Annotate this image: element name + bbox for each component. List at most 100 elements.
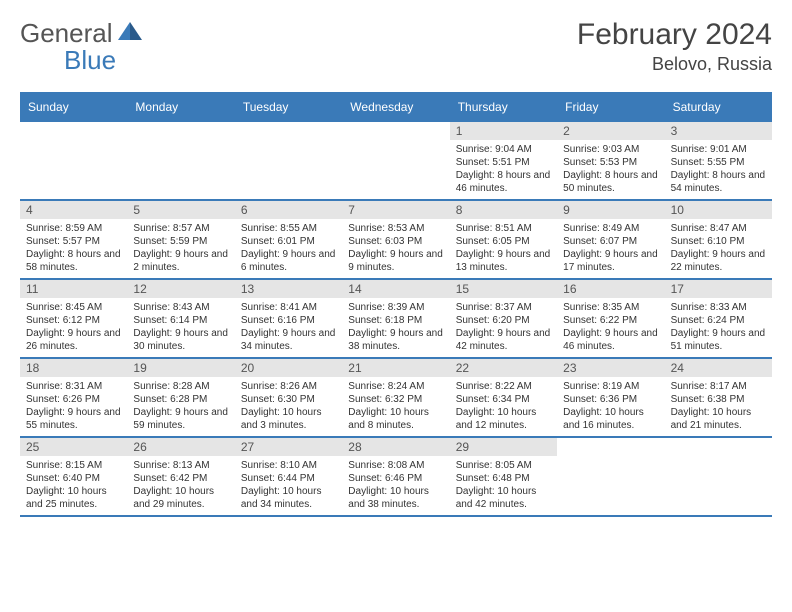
sunset-text: Sunset: 6:20 PM <box>456 314 551 327</box>
day-cell: 26Sunrise: 8:13 AMSunset: 6:42 PMDayligh… <box>127 438 234 515</box>
day-number: 26 <box>127 438 234 456</box>
weekday-row: SundayMondayTuesdayWednesdayThursdayFrid… <box>20 92 772 120</box>
day-number: 10 <box>665 201 772 219</box>
day-number: 7 <box>342 201 449 219</box>
week-row: 11Sunrise: 8:45 AMSunset: 6:12 PMDayligh… <box>20 278 772 357</box>
day-body: Sunrise: 8:19 AMSunset: 6:36 PMDaylight:… <box>557 377 664 436</box>
day-number: 29 <box>450 438 557 456</box>
daylight-text: Daylight: 9 hours and 2 minutes. <box>133 248 228 274</box>
daylight-text: Daylight: 10 hours and 8 minutes. <box>348 406 443 432</box>
daylight-text: Daylight: 8 hours and 50 minutes. <box>563 169 658 195</box>
logo-word2: Blue <box>20 45 243 76</box>
day-cell: 21Sunrise: 8:24 AMSunset: 6:32 PMDayligh… <box>342 359 449 436</box>
day-number: 21 <box>342 359 449 377</box>
weekday-friday: Friday <box>557 94 664 120</box>
daylight-text: Daylight: 10 hours and 12 minutes. <box>456 406 551 432</box>
day-body: Sunrise: 8:24 AMSunset: 6:32 PMDaylight:… <box>342 377 449 436</box>
day-cell-empty <box>20 122 127 199</box>
sunrise-text: Sunrise: 9:03 AM <box>563 143 658 156</box>
weekday-wednesday: Wednesday <box>342 94 449 120</box>
sunset-text: Sunset: 5:57 PM <box>26 235 121 248</box>
weekday-sunday: Sunday <box>20 94 127 120</box>
daylight-text: Daylight: 9 hours and 38 minutes. <box>348 327 443 353</box>
day-cell: 10Sunrise: 8:47 AMSunset: 6:10 PMDayligh… <box>665 201 772 278</box>
sunset-text: Sunset: 5:55 PM <box>671 156 766 169</box>
day-number: 9 <box>557 201 664 219</box>
sunset-text: Sunset: 6:44 PM <box>241 472 336 485</box>
day-cell: 18Sunrise: 8:31 AMSunset: 6:26 PMDayligh… <box>20 359 127 436</box>
day-cell: 3Sunrise: 9:01 AMSunset: 5:55 PMDaylight… <box>665 122 772 199</box>
daylight-text: Daylight: 9 hours and 46 minutes. <box>563 327 658 353</box>
sunrise-text: Sunrise: 8:15 AM <box>26 459 121 472</box>
sunrise-text: Sunrise: 8:51 AM <box>456 222 551 235</box>
sunrise-text: Sunrise: 8:41 AM <box>241 301 336 314</box>
daylight-text: Daylight: 10 hours and 34 minutes. <box>241 485 336 511</box>
day-number: 5 <box>127 201 234 219</box>
weekday-saturday: Saturday <box>665 94 772 120</box>
daylight-text: Daylight: 8 hours and 46 minutes. <box>456 169 551 195</box>
sunset-text: Sunset: 6:07 PM <box>563 235 658 248</box>
day-cell: 23Sunrise: 8:19 AMSunset: 6:36 PMDayligh… <box>557 359 664 436</box>
day-body: Sunrise: 8:17 AMSunset: 6:38 PMDaylight:… <box>665 377 772 436</box>
sunset-text: Sunset: 6:10 PM <box>671 235 766 248</box>
sunset-text: Sunset: 6:16 PM <box>241 314 336 327</box>
week-row: 18Sunrise: 8:31 AMSunset: 6:26 PMDayligh… <box>20 357 772 436</box>
day-cell: 24Sunrise: 8:17 AMSunset: 6:38 PMDayligh… <box>665 359 772 436</box>
day-number: 6 <box>235 201 342 219</box>
sunrise-text: Sunrise: 8:35 AM <box>563 301 658 314</box>
day-number: 16 <box>557 280 664 298</box>
daylight-text: Daylight: 9 hours and 34 minutes. <box>241 327 336 353</box>
day-number: 8 <box>450 201 557 219</box>
day-number: 24 <box>665 359 772 377</box>
day-cell: 6Sunrise: 8:55 AMSunset: 6:01 PMDaylight… <box>235 201 342 278</box>
day-body: Sunrise: 8:05 AMSunset: 6:48 PMDaylight:… <box>450 456 557 515</box>
day-number: 11 <box>20 280 127 298</box>
day-number: 2 <box>557 122 664 140</box>
day-body: Sunrise: 8:45 AMSunset: 6:12 PMDaylight:… <box>20 298 127 357</box>
day-cell: 8Sunrise: 8:51 AMSunset: 6:05 PMDaylight… <box>450 201 557 278</box>
sunrise-text: Sunrise: 8:57 AM <box>133 222 228 235</box>
day-body: Sunrise: 8:10 AMSunset: 6:44 PMDaylight:… <box>235 456 342 515</box>
day-cell-empty <box>665 438 772 515</box>
day-cell: 25Sunrise: 8:15 AMSunset: 6:40 PMDayligh… <box>20 438 127 515</box>
location: Belovo, Russia <box>577 54 772 75</box>
sunrise-text: Sunrise: 8:39 AM <box>348 301 443 314</box>
day-cell: 1Sunrise: 9:04 AMSunset: 5:51 PMDaylight… <box>450 122 557 199</box>
day-body: Sunrise: 8:22 AMSunset: 6:34 PMDaylight:… <box>450 377 557 436</box>
sunrise-text: Sunrise: 8:37 AM <box>456 301 551 314</box>
day-cell: 28Sunrise: 8:08 AMSunset: 6:46 PMDayligh… <box>342 438 449 515</box>
daylight-text: Daylight: 10 hours and 21 minutes. <box>671 406 766 432</box>
sunrise-text: Sunrise: 8:53 AM <box>348 222 443 235</box>
sunrise-text: Sunrise: 9:04 AM <box>456 143 551 156</box>
day-number: 20 <box>235 359 342 377</box>
sunrise-text: Sunrise: 8:59 AM <box>26 222 121 235</box>
sunrise-text: Sunrise: 8:33 AM <box>671 301 766 314</box>
sunrise-text: Sunrise: 8:31 AM <box>26 380 121 393</box>
sunrise-text: Sunrise: 8:26 AM <box>241 380 336 393</box>
sunset-text: Sunset: 6:12 PM <box>26 314 121 327</box>
sunset-text: Sunset: 6:24 PM <box>671 314 766 327</box>
daylight-text: Daylight: 9 hours and 22 minutes. <box>671 248 766 274</box>
sunset-text: Sunset: 6:03 PM <box>348 235 443 248</box>
day-cell-empty <box>127 122 234 199</box>
header: General Blue February 2024 Belovo, Russi… <box>20 18 772 76</box>
day-cell: 9Sunrise: 8:49 AMSunset: 6:07 PMDaylight… <box>557 201 664 278</box>
sunset-text: Sunset: 5:53 PM <box>563 156 658 169</box>
day-cell: 2 Sunrise: 9:03 AMSunset: 5:53 PMDaylight… <box>557 122 664 199</box>
day-body: Sunrise: 8:15 AMSunset: 6:40 PMDaylight:… <box>20 456 127 515</box>
sunrise-text: Sunrise: 8:19 AM <box>563 380 658 393</box>
day-number: 18 <box>20 359 127 377</box>
daylight-text: Daylight: 9 hours and 51 minutes. <box>671 327 766 353</box>
sunrise-text: Sunrise: 8:10 AM <box>241 459 336 472</box>
sunset-text: Sunset: 6:28 PM <box>133 393 228 406</box>
day-body: Sunrise: 8:31 AMSunset: 6:26 PMDaylight:… <box>20 377 127 436</box>
sunset-text: Sunset: 6:46 PM <box>348 472 443 485</box>
sunrise-text: Sunrise: 8:08 AM <box>348 459 443 472</box>
sunset-text: Sunset: 6:42 PM <box>133 472 228 485</box>
week-row: 4Sunrise: 8:59 AMSunset: 5:57 PMDaylight… <box>20 199 772 278</box>
daylight-text: Daylight: 10 hours and 3 minutes. <box>241 406 336 432</box>
daylight-text: Daylight: 9 hours and 6 minutes. <box>241 248 336 274</box>
day-body: Sunrise: 8:41 AMSunset: 6:16 PMDaylight:… <box>235 298 342 357</box>
sunset-text: Sunset: 6:05 PM <box>456 235 551 248</box>
daylight-text: Daylight: 9 hours and 17 minutes. <box>563 248 658 274</box>
